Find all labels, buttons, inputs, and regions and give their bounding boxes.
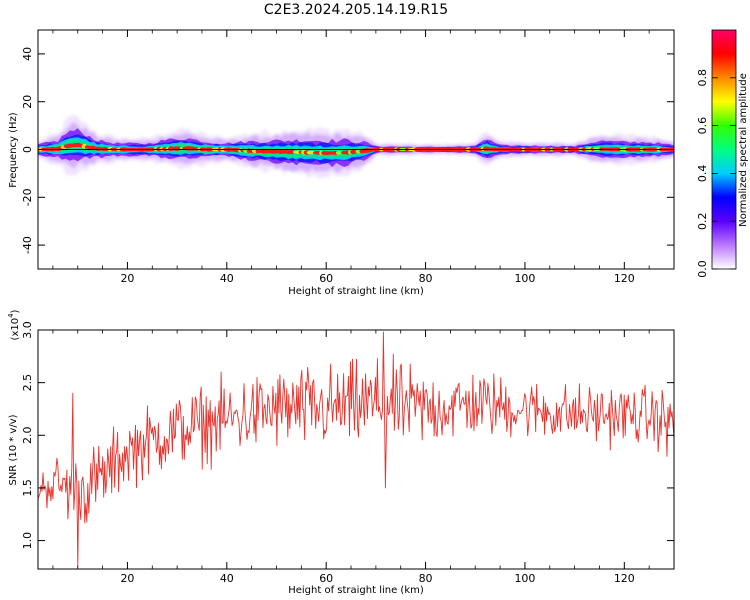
colorbar-frame (711, 29, 737, 270)
y-tick-label: 2.0 (21, 427, 34, 445)
y-tick-label: 1.0 (21, 532, 34, 550)
ridge-band-green (38, 139, 674, 159)
snr-y-multiplier-close: ) (10, 309, 21, 313)
x-tick-label: 40 (220, 572, 234, 585)
x-tick-label: 120 (614, 272, 635, 285)
x-tick-label: 100 (514, 572, 535, 585)
spectrogram-y-axis-label: Frequency (Hz) (8, 112, 19, 188)
y-tick-label: 3.0 (21, 321, 34, 339)
colorbar-tick-label: 0.0 (696, 260, 709, 278)
snr-ticks: 20 40 60 80 100 120 1.0 1.5 2.0 2.5 3.0 (21, 321, 675, 585)
y-tick-label: 2.5 (21, 374, 34, 392)
snr-y-multiplier: (x104) (7, 309, 21, 340)
snr-x-axis-label: Height of straight line (km) (288, 585, 424, 596)
snr-plot-clip (38, 331, 674, 568)
y-tick-label: -40 (21, 236, 34, 254)
x-tick-label: 20 (120, 572, 134, 585)
spectrogram-panel: 20 40 60 80 100 120 -40 -20 0 20 40 Height of stra… (8, 29, 675, 297)
snr-y-axis-label: SNR (10 * v/v) (8, 414, 19, 485)
colorbar-label: Normalized spectral amplitude (738, 73, 749, 227)
snr-y-multiplier-base: (x10 (10, 318, 21, 341)
y-tick-label: 40 (21, 47, 34, 61)
colorbar-tick-label: 0.2 (696, 212, 709, 230)
spectrogram-ticks: 20 40 60 80 100 120 -40 -20 0 20 40 (21, 30, 675, 285)
colorbar-tick-label: 0.4 (696, 165, 709, 183)
snr-y-multiplier-exponent: 4 (7, 313, 15, 318)
x-tick-label: 60 (319, 572, 333, 585)
colorbar-tick-label: 0.8 (696, 69, 709, 87)
spectrogram-x-axis-label: Height of straight line (km) (288, 286, 424, 297)
x-tick-label: 20 (120, 272, 134, 285)
x-tick-label: 120 (614, 572, 635, 585)
colorbar-ticks: 0.0 0.2 0.4 0.6 0.8 (696, 69, 736, 278)
snr-axes-frame (37, 329, 675, 570)
x-tick-label: 80 (419, 572, 433, 585)
colorbar: 0.0 0.2 0.4 0.6 0.8 Normalized spectral ampl… (696, 29, 749, 278)
y-tick-label: -20 (21, 188, 34, 206)
x-tick-label: 40 (220, 272, 234, 285)
x-tick-label: 80 (419, 272, 433, 285)
chart-title: C2E3.2024.205.14.19.R15 (264, 2, 448, 18)
colorbar-gradient (712, 30, 736, 269)
snr-panel: 20 40 60 80 100 120 1.0 1.5 2.0 2.5 3.0 Height of … (7, 309, 675, 596)
y-tick-label: 1.5 (21, 479, 34, 497)
y-tick-label: 20 (21, 95, 34, 109)
colorbar-tick-label: 0.6 (696, 117, 709, 135)
y-tick-label: 0 (21, 146, 34, 153)
x-tick-label: 60 (319, 272, 333, 285)
x-tick-label: 100 (514, 272, 535, 285)
snr-series-line (38, 331, 674, 568)
